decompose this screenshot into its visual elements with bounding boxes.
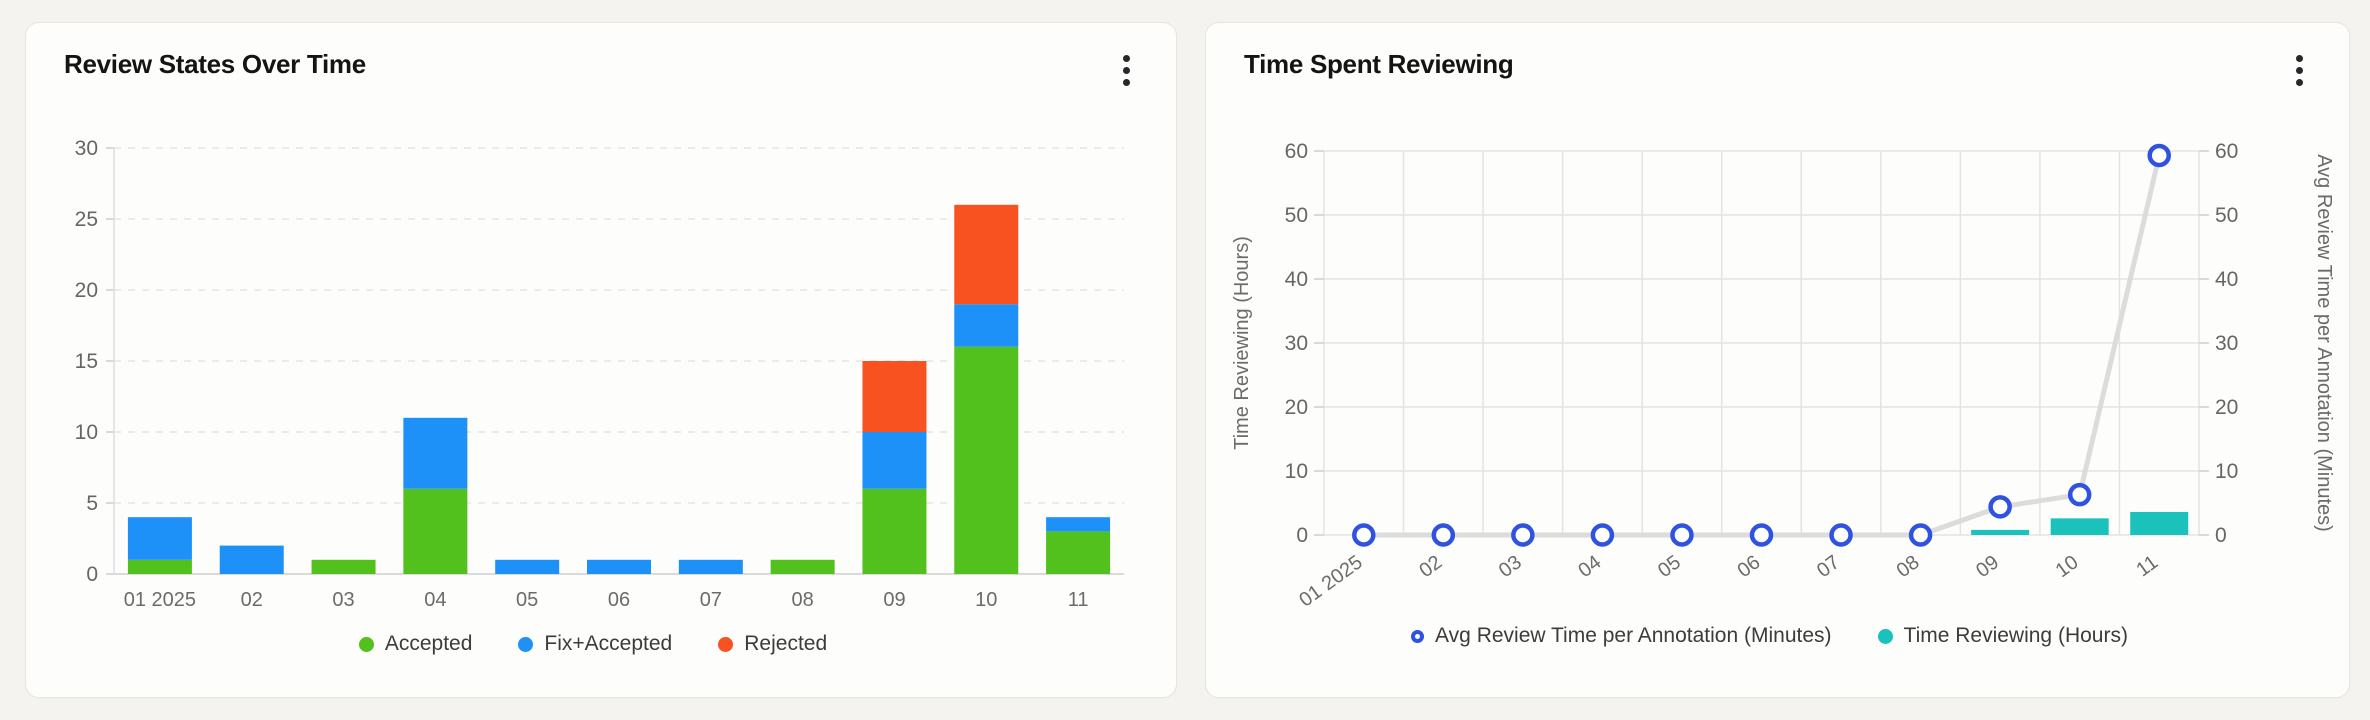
svg-text:20: 20	[75, 279, 98, 302]
svg-text:05: 05	[516, 589, 538, 611]
svg-text:03: 03	[332, 589, 354, 611]
svg-text:01 2025: 01 2025	[124, 589, 196, 611]
svg-text:0: 0	[86, 563, 98, 586]
legend-label-avg-review-time: Avg Review Time per Annotation (Minutes)	[1435, 624, 1832, 647]
svg-text:04: 04	[424, 589, 446, 611]
svg-text:09: 09	[883, 589, 905, 611]
svg-text:07: 07	[700, 589, 722, 611]
svg-text:5: 5	[86, 492, 98, 515]
svg-text:20: 20	[1285, 396, 1308, 419]
svg-text:40: 40	[1285, 268, 1308, 291]
time-spent-chart-canvas[interactable]: 0 0 10 10 20 20 30 30 40 40 50 50 60 60 01 2025 02 03 04 0…	[1224, 98, 2333, 610]
fix-accepted-dot-icon	[518, 636, 534, 652]
svg-text:02: 02	[1415, 551, 1446, 582]
svg-text:06: 06	[1734, 551, 1765, 582]
legend-label-time-reviewing: Time Reviewing (Hours)	[1903, 624, 2128, 647]
svg-text:10: 10	[75, 421, 98, 444]
svg-text:0: 0	[2215, 524, 2227, 547]
kebab-menu-icon[interactable]	[2288, 49, 2311, 92]
svg-text:03: 03	[1495, 551, 1526, 582]
svg-text:15: 15	[75, 350, 98, 373]
svg-text:0: 0	[1296, 524, 1308, 547]
rejected-dot-icon	[718, 636, 734, 652]
time-spent-card: Time Spent Reviewing 0 0 10 10 20 20 30 30 40 40 5…	[1205, 22, 2350, 698]
review-states-legend: Accepted Fix+Accepted Rejected	[44, 632, 1142, 656]
svg-text:05: 05	[1654, 551, 1685, 582]
kebab-menu-icon[interactable]	[1115, 49, 1138, 92]
legend-label-fix-accepted: Fix+Accepted	[544, 632, 673, 655]
time-spent-legend: Avg Review Time per Annotation (Minutes)…	[1224, 624, 2315, 648]
svg-text:02: 02	[241, 589, 263, 611]
svg-text:60: 60	[2215, 140, 2238, 163]
legend-label-accepted: Accepted	[384, 632, 473, 655]
svg-text:40: 40	[2215, 268, 2238, 291]
svg-text:30: 30	[2215, 332, 2238, 355]
review-states-card: Review States Over Time 0 5 10 15 20 25 30 01 2…	[25, 22, 1177, 698]
svg-text:11: 11	[1068, 589, 1089, 611]
svg-text:10: 10	[2052, 551, 2083, 582]
svg-text:11: 11	[2132, 551, 2162, 581]
svg-text:10: 10	[2215, 460, 2238, 483]
svg-text:50: 50	[2215, 204, 2238, 227]
legend-label-rejected: Rejected	[744, 632, 828, 655]
svg-text:25: 25	[75, 208, 98, 231]
legend-item-fix-accepted[interactable]: Fix+Accepted	[518, 632, 672, 656]
svg-text:08: 08	[792, 589, 814, 611]
avg-review-time-ring-icon	[1411, 629, 1425, 643]
svg-text:07: 07	[1813, 551, 1844, 582]
time-spent-card-header: Time Spent Reviewing	[1224, 49, 2315, 92]
svg-text:04: 04	[1574, 551, 1605, 582]
time-spent-title: Time Spent Reviewing	[1244, 49, 1514, 79]
svg-text:60: 60	[1285, 140, 1308, 163]
svg-text:50: 50	[1285, 204, 1308, 227]
legend-item-accepted[interactable]: Accepted	[358, 632, 473, 656]
svg-text:09: 09	[1972, 551, 2003, 582]
svg-text:10: 10	[1285, 460, 1308, 483]
svg-text:30: 30	[1285, 332, 1308, 355]
svg-text:Time Reviewing (Hours): Time Reviewing (Hours)	[1231, 236, 1253, 450]
accepted-dot-icon	[358, 636, 374, 652]
review-states-title: Review States Over Time	[64, 49, 366, 79]
svg-text:01 2025: 01 2025	[1295, 551, 1366, 610]
svg-text:20: 20	[2215, 396, 2238, 419]
time-reviewing-dot-icon	[1877, 628, 1893, 644]
svg-text:Avg Review Time per Annotation: Avg Review Time per Annotation (Minutes)	[2313, 154, 2333, 532]
legend-item-avg-review-time[interactable]: Avg Review Time per Annotation (Minutes)	[1411, 624, 1832, 648]
svg-text:10: 10	[975, 589, 997, 611]
svg-text:30: 30	[75, 137, 98, 160]
svg-text:06: 06	[608, 589, 630, 611]
legend-item-time-reviewing[interactable]: Time Reviewing (Hours)	[1877, 624, 2128, 648]
svg-text:08: 08	[1893, 551, 1924, 582]
review-states-card-header: Review States Over Time	[44, 49, 1142, 92]
legend-item-rejected[interactable]: Rejected	[718, 632, 827, 656]
